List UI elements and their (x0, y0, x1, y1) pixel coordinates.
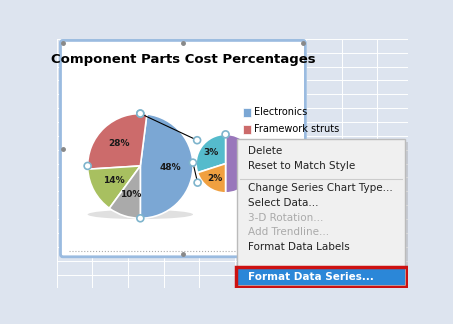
Wedge shape (87, 114, 147, 169)
Circle shape (251, 160, 259, 167)
Circle shape (194, 179, 201, 186)
Text: 3%: 3% (203, 148, 218, 157)
Wedge shape (88, 166, 140, 208)
Circle shape (222, 131, 229, 138)
Text: Change Series Chart Type...: Change Series Chart Type... (248, 183, 393, 193)
Text: Electronics: Electronics (254, 108, 308, 117)
Circle shape (137, 215, 144, 222)
Text: Format Data Series...: Format Data Series... (248, 272, 374, 282)
Text: Reset to Match Style: Reset to Match Style (248, 161, 355, 171)
Text: 28%: 28% (109, 139, 130, 148)
Bar (238, 268, 405, 285)
Bar (243, 125, 251, 133)
Text: Format Data Labels: Format Data Labels (248, 242, 350, 252)
Text: Body panels: Body panels (254, 141, 314, 151)
Wedge shape (140, 114, 193, 218)
Bar (243, 108, 251, 117)
Text: Framework struts: Framework struts (254, 124, 339, 134)
Ellipse shape (87, 210, 193, 219)
Bar (243, 142, 251, 151)
Text: Select Data...: Select Data... (248, 198, 318, 208)
Text: Component Parts Cost Percentages: Component Parts Cost Percentages (51, 53, 315, 66)
Text: Add Trendline...: Add Trendline... (248, 227, 329, 237)
Text: 3-D Rotation...: 3-D Rotation... (248, 213, 323, 223)
FancyBboxPatch shape (61, 40, 305, 257)
Wedge shape (109, 166, 140, 218)
Text: 14%: 14% (103, 176, 125, 185)
Circle shape (189, 159, 197, 166)
Bar (240, 142, 409, 288)
Circle shape (137, 110, 144, 117)
Circle shape (193, 137, 201, 144)
Text: 2%: 2% (207, 174, 222, 183)
Text: 5%: 5% (236, 159, 251, 168)
Bar (237, 139, 405, 285)
Circle shape (84, 162, 91, 169)
Wedge shape (226, 134, 255, 193)
Text: 10%: 10% (120, 190, 142, 199)
Wedge shape (198, 164, 226, 193)
Circle shape (137, 110, 144, 117)
Wedge shape (196, 134, 226, 173)
Text: 48%: 48% (160, 163, 182, 172)
Text: Delete: Delete (248, 146, 282, 156)
